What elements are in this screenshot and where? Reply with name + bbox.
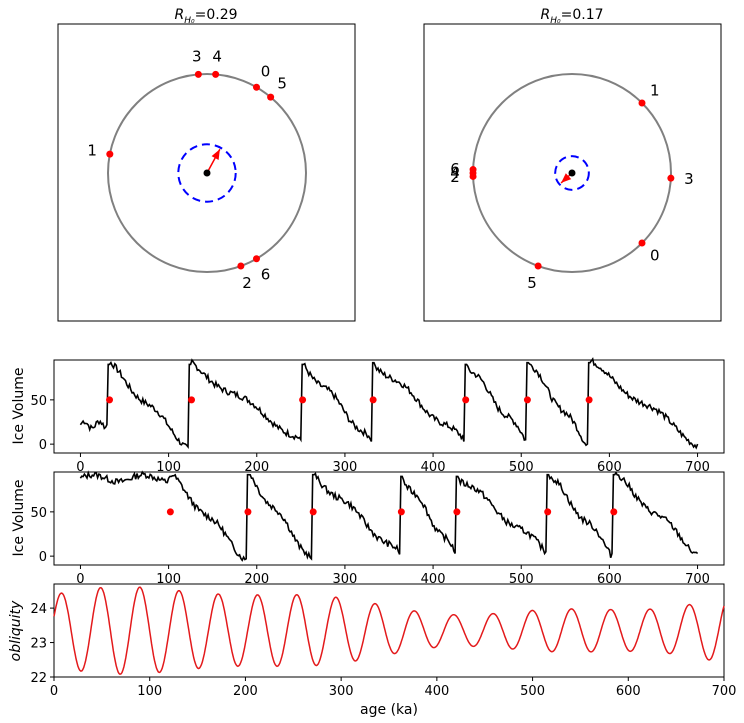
ice-volume-series [79,470,699,562]
termination-marker [166,508,174,516]
phase-label-6: 6 [450,160,460,178]
phase-point-2 [237,262,245,270]
panel-title: RH₀=0.29 [174,7,237,26]
termination-marker [544,508,552,516]
termination-marker [523,396,531,404]
termination-marker [309,508,317,516]
circle-panel-right: RH₀=0.17 0 1 2 3 4 5 6 [423,7,722,322]
phase-point-0 [638,239,646,247]
panel-frame [423,23,722,322]
termination-marker [610,508,618,516]
phase-point-6 [469,166,477,174]
x-tick-label: 100 [156,572,181,587]
phase-label-4: 4 [450,164,460,182]
termination-marker [585,396,593,404]
phase-point-4 [212,70,220,78]
panel-frame [53,471,725,566]
ice-volume-panel-1: Ice Volume 0 100 200 300 400 500 600 700 0 50 [11,357,725,475]
obliquity-series [53,586,725,676]
x-tick-label: 700 [712,684,737,699]
ice-volume-panel-2: Ice Volume 0 100 200 300 400 500 600 700 0 50 [11,470,725,587]
phase-point-5 [267,93,275,101]
x-axis-label: age (ka) [360,702,418,718]
termination-marker [106,396,114,404]
panel-frame [53,359,725,454]
phase-point-3 [667,174,675,182]
dashed-circle [554,155,590,191]
x-tick-label: 500 [509,572,534,587]
dashed-circle [177,143,237,203]
y-axis-label: obliquity [8,600,24,661]
y-axis-label: Ice Volume [11,480,27,557]
phase-point-6 [253,255,260,263]
center-point [568,169,576,177]
x-tick-label: 700 [685,460,710,475]
x-tick-label: 600 [616,684,641,699]
y-tick-label: 0 [39,550,47,565]
x-tick-label: 0 [76,460,84,475]
ice-volume-series [79,357,699,450]
x-tick-label: 100 [156,460,181,475]
y-tick-label: 24 [30,602,47,617]
x-tick-label: 300 [333,460,358,475]
x-tick-label: 200 [244,572,269,587]
phase-point-1 [106,150,114,158]
x-tick-label: 100 [137,684,162,699]
phase-point-3 [194,70,202,78]
termination-marker [453,508,461,516]
phase-point-0 [253,83,260,91]
x-tick-label: 200 [244,460,269,475]
termination-marker [369,396,377,404]
panel-frame [57,23,356,322]
phase-label-3: 3 [192,47,202,65]
x-tick-label: 600 [597,572,622,587]
phase-label-1: 1 [650,81,660,99]
mean-arrow-head [211,149,220,160]
x-tick-label: 400 [424,684,449,699]
center-point [203,169,211,177]
phase-label-2: 2 [450,168,460,186]
termination-marker [462,396,470,404]
phase-label-3: 3 [684,170,694,188]
x-tick-label: 500 [509,460,534,475]
y-axis-label: Ice Volume [11,368,27,445]
phase-label-1: 1 [87,142,97,160]
x-tick-label: 600 [597,460,622,475]
circle-panel-left: RH₀=0.29 0 1 2 3 4 5 6 [57,7,356,322]
y-tick-label: 50 [30,506,47,521]
termination-marker [244,508,252,516]
x-tick-label: 500 [520,684,545,699]
y-tick-label: 22 [30,671,47,686]
phase-point-1 [638,99,646,107]
mean-arrow-head [561,173,572,183]
unit-circle [107,73,307,273]
termination-marker [299,396,307,404]
panel-title: RH₀=0.17 [540,7,603,26]
x-tick-label: 300 [333,572,358,587]
x-tick-label: 0 [76,572,84,587]
phase-label-0: 0 [650,247,660,265]
phase-label-4: 4 [212,47,222,65]
x-tick-label: 700 [685,572,710,587]
phase-label-5: 5 [277,74,287,92]
x-tick-label: 400 [421,460,446,475]
phase-label-5: 5 [527,274,537,292]
x-tick-label: 400 [421,572,446,587]
y-tick-label: 50 [30,394,47,409]
phase-point-5 [534,262,542,270]
y-tick-label: 0 [39,438,47,453]
obliquity-panel: obliquity age (ka) 0 100 200 300 400 500 600 70… [8,583,737,718]
panel-frame [53,583,725,678]
phase-label-0: 0 [261,63,271,81]
y-tick-label: 23 [30,637,47,652]
x-tick-label: 300 [329,684,354,699]
phase-label-6: 6 [261,265,271,283]
phase-label-2: 2 [242,274,252,292]
x-tick-label: 200 [233,684,258,699]
x-tick-label: 0 [50,684,58,699]
termination-marker [188,396,196,404]
termination-marker [397,508,405,516]
